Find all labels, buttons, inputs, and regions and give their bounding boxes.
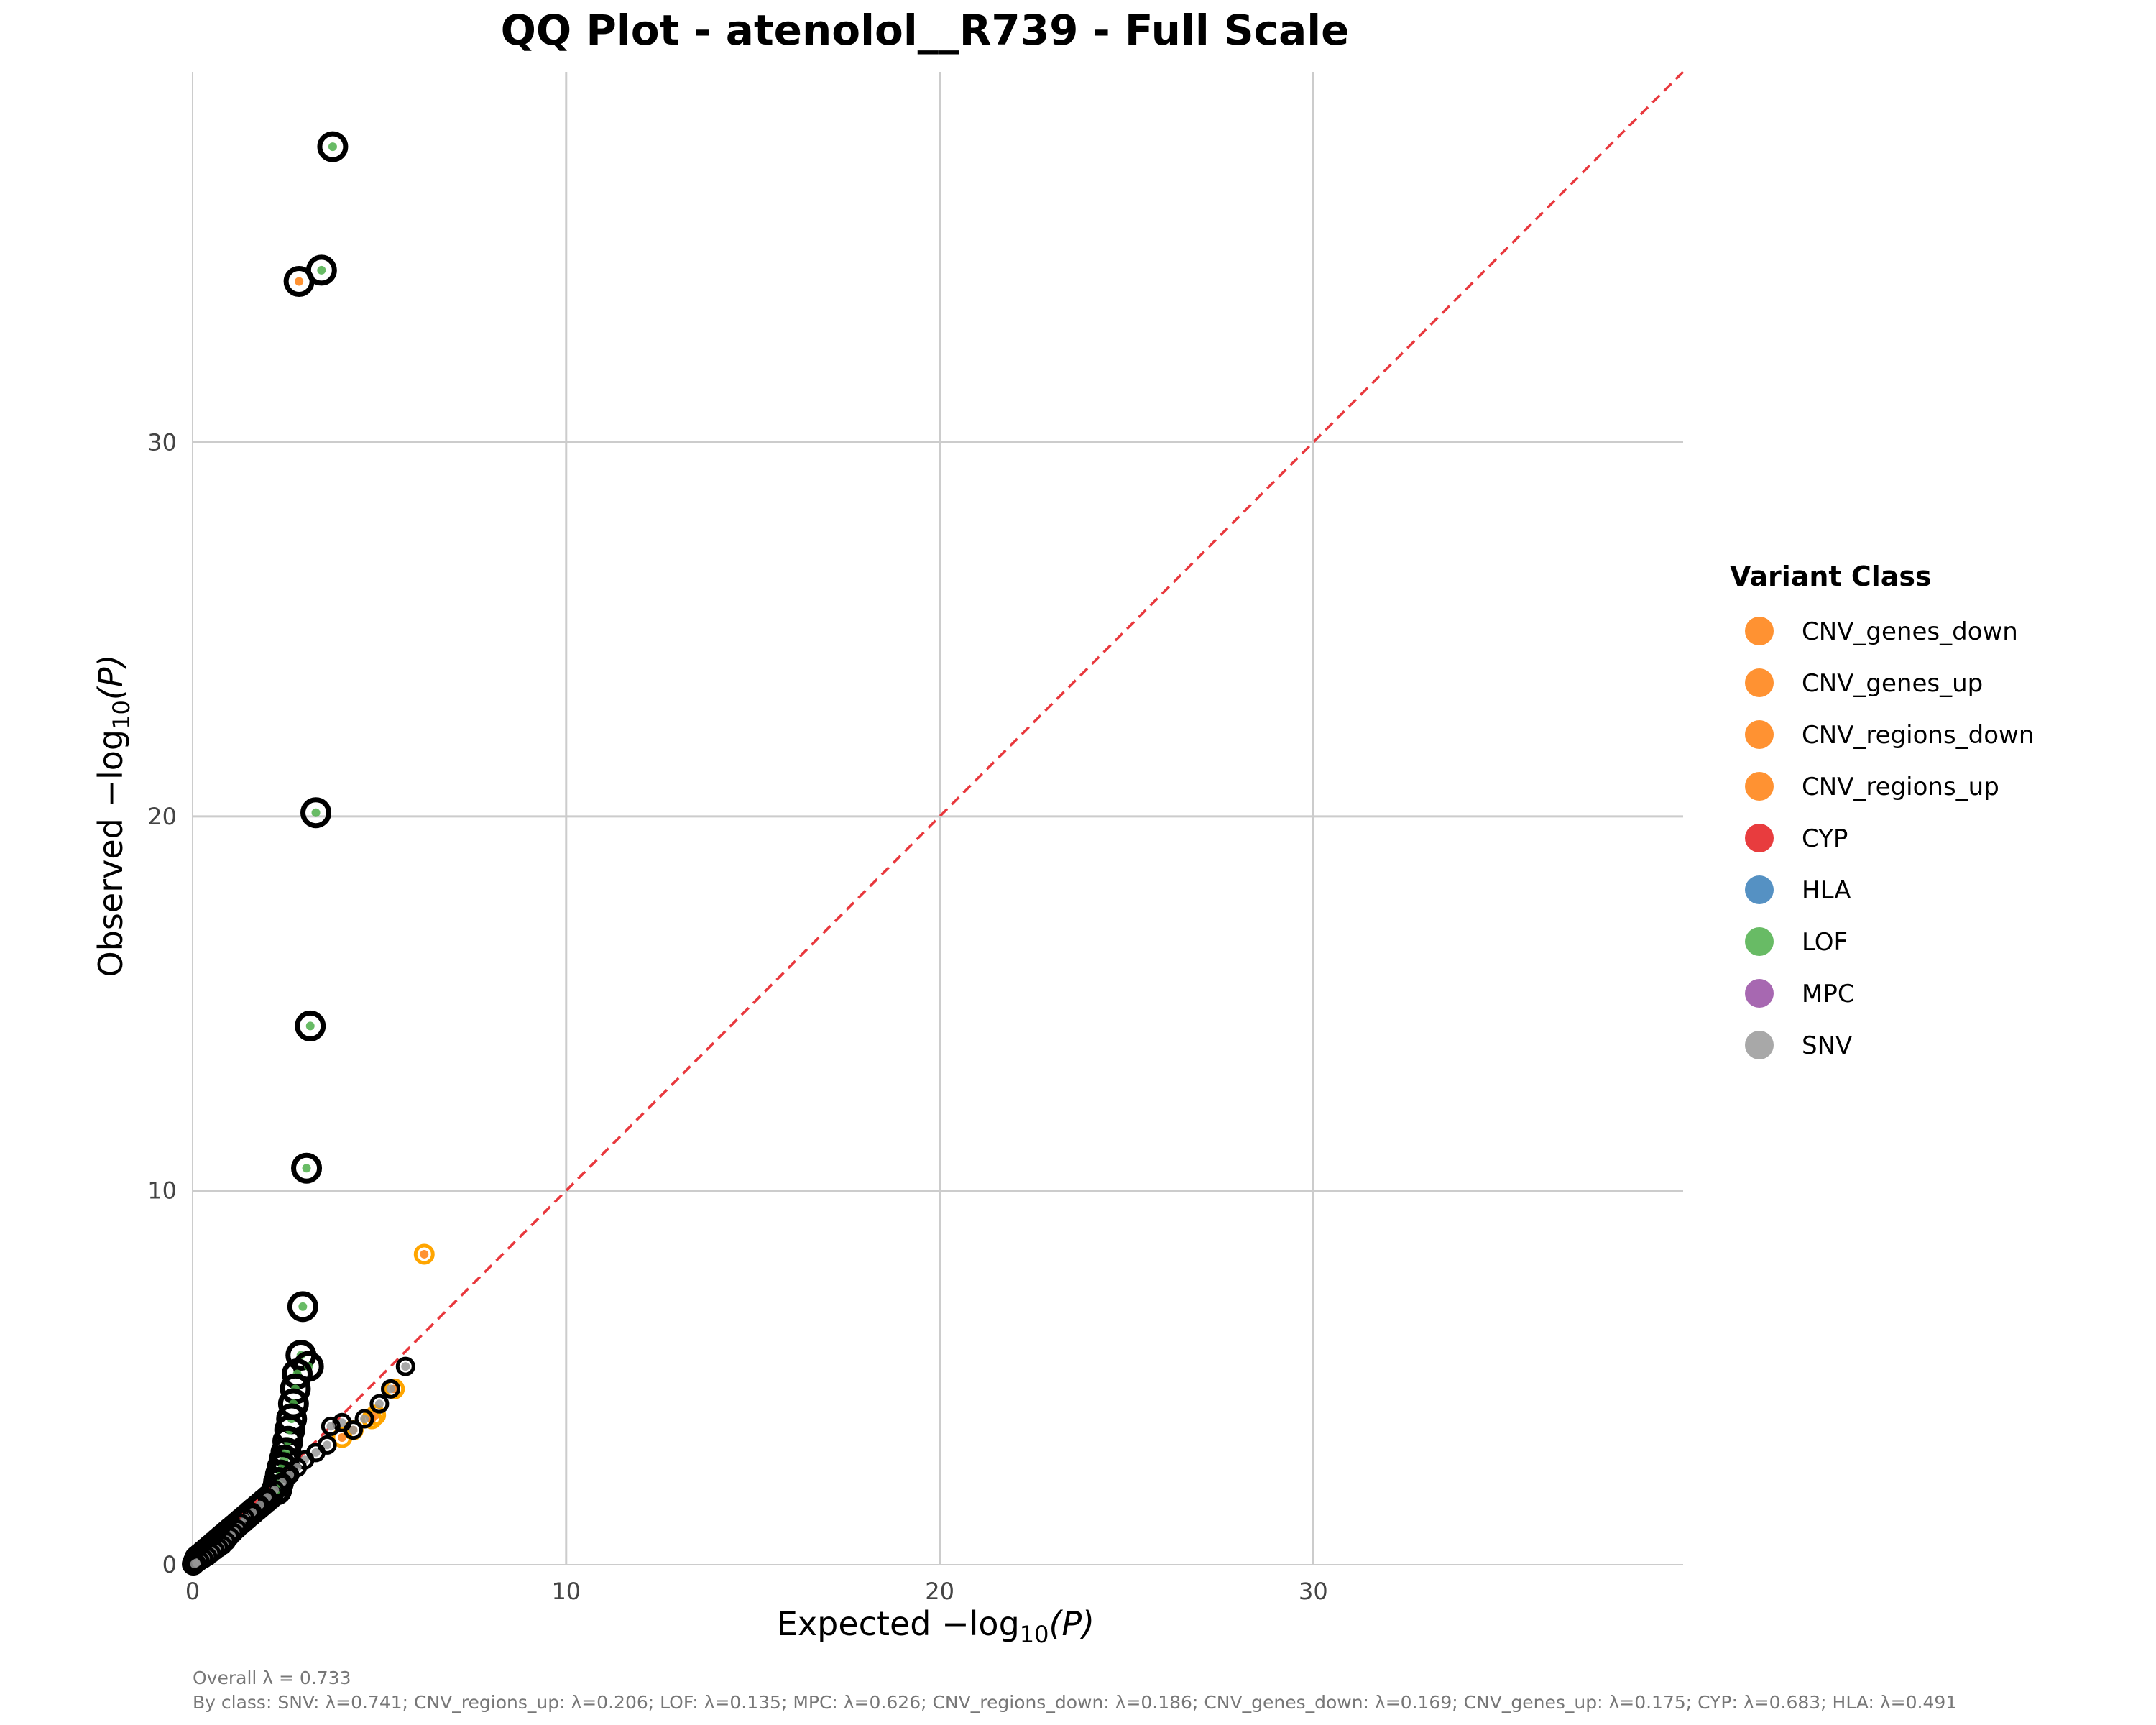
qq-point bbox=[190, 1559, 199, 1568]
legend-label: MPC bbox=[1802, 980, 1855, 1008]
legend-label: CNV_regions_down bbox=[1802, 721, 2034, 750]
tick-labels: 0 10 20 30 0 10 20 30 bbox=[147, 428, 1327, 1605]
x-axis-label-subscript: 10 bbox=[1020, 1621, 1049, 1648]
legend-marker bbox=[1745, 927, 1774, 956]
legend-label: CNV_genes_up bbox=[1802, 669, 1983, 698]
qq-point-ring bbox=[332, 1412, 352, 1432]
y-axis-label: Observed −log10(P) bbox=[91, 655, 135, 978]
qq-point bbox=[323, 1440, 332, 1450]
qq-point bbox=[349, 1425, 358, 1435]
legend-marker bbox=[1745, 772, 1774, 801]
legend-marker bbox=[1745, 1031, 1774, 1059]
x-axis-label: Expected −log10(P) bbox=[777, 1604, 1095, 1648]
qq-point-ring bbox=[283, 266, 315, 298]
legend-label: CNV_genes_down bbox=[1802, 617, 2018, 646]
legend-label: SNV bbox=[1802, 1031, 1852, 1060]
legend-label: HLA bbox=[1802, 876, 1851, 905]
qq-point-ring bbox=[413, 1243, 435, 1265]
class-lambda-note: By class: SNV: λ=0.741; CNV_regions_up: … bbox=[193, 1692, 1957, 1713]
qq-point-ring bbox=[295, 1010, 326, 1041]
qq-point-ring bbox=[291, 1152, 323, 1184]
qq-point bbox=[326, 1422, 336, 1431]
qq-point-ring bbox=[287, 1291, 318, 1322]
qq-point-ring bbox=[354, 1409, 374, 1429]
qq-point bbox=[374, 1399, 384, 1409]
qq-point-ring bbox=[300, 797, 332, 829]
qq-point-ring bbox=[317, 131, 349, 162]
grid-lines bbox=[193, 72, 1683, 1565]
qq-point bbox=[311, 1448, 321, 1457]
qq-point bbox=[302, 1164, 311, 1173]
qq-point-ring bbox=[395, 1356, 415, 1376]
data-points bbox=[185, 131, 435, 1574]
legend-marker bbox=[1745, 824, 1774, 852]
qq-point bbox=[295, 277, 304, 286]
qq-point bbox=[337, 1433, 346, 1443]
qq-point-ring bbox=[369, 1394, 390, 1414]
chart-title: QQ Plot - atenolol__R739 - Full Scale bbox=[501, 6, 1350, 55]
legend-marker bbox=[1745, 979, 1774, 1008]
y-axis-label-subscript: 10 bbox=[108, 700, 135, 730]
qq-point bbox=[298, 1302, 308, 1311]
qq-point bbox=[420, 1249, 429, 1259]
legend-label: LOF bbox=[1802, 928, 1848, 957]
qq-point bbox=[386, 1384, 395, 1394]
y-tick-label: 0 bbox=[162, 1551, 177, 1578]
y-axis-label-variable: (P) bbox=[91, 655, 130, 701]
x-axis-label-prefix: Expected −log bbox=[777, 1604, 1020, 1643]
legend-label: CYP bbox=[1802, 824, 1848, 853]
y-tick-label: 20 bbox=[147, 803, 177, 830]
qq-point-ring bbox=[321, 1416, 341, 1436]
qq-point bbox=[317, 265, 326, 275]
qq-point bbox=[401, 1362, 410, 1371]
y-tick-label: 10 bbox=[147, 1177, 177, 1204]
legend-marker bbox=[1745, 875, 1774, 904]
legend-label: CNV_regions_up bbox=[1802, 773, 1999, 801]
legend-marker bbox=[1745, 668, 1774, 697]
qq-point bbox=[328, 142, 337, 152]
x-tick-label: 30 bbox=[1299, 1578, 1328, 1605]
legend-marker bbox=[1745, 720, 1774, 749]
x-tick-label: 0 bbox=[185, 1578, 200, 1605]
y-tick-label: 30 bbox=[147, 428, 177, 456]
reference-line bbox=[191, 70, 1685, 1566]
y-axis-label-prefix: Observed −log bbox=[91, 730, 130, 978]
x-axis-label-variable: (P) bbox=[1049, 1604, 1095, 1643]
overall-lambda-note: Overall λ = 0.733 bbox=[193, 1668, 351, 1688]
x-tick-label: 20 bbox=[925, 1578, 954, 1605]
qq-point bbox=[305, 1021, 315, 1031]
qq-point-ring bbox=[185, 1554, 205, 1574]
qq-point-ring bbox=[380, 1379, 400, 1399]
legend-marker bbox=[1745, 617, 1774, 645]
qq-point bbox=[311, 808, 321, 817]
legend-title: Variant Class bbox=[1730, 561, 1932, 592]
qq-point-ring bbox=[365, 1404, 387, 1426]
qq-point bbox=[360, 1414, 369, 1423]
x-tick-label: 10 bbox=[551, 1578, 581, 1605]
legend: Variant Class CNV_genes_down CNV_genes_up… bbox=[1730, 561, 2034, 1060]
